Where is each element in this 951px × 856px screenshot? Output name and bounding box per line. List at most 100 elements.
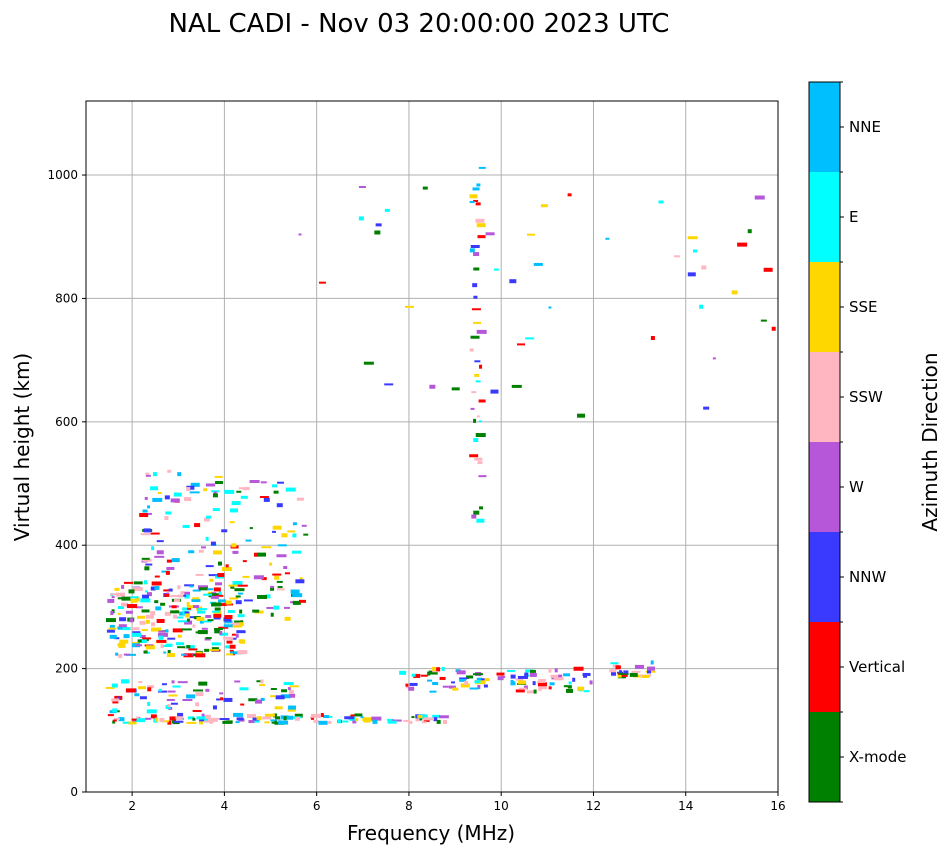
data-point xyxy=(160,720,169,723)
data-point xyxy=(313,719,319,723)
data-point xyxy=(323,715,330,719)
data-point xyxy=(254,552,259,557)
data-point xyxy=(165,629,169,633)
data-point xyxy=(166,653,175,658)
data-point xyxy=(235,633,239,638)
data-point xyxy=(639,674,645,677)
data-point xyxy=(292,533,297,538)
data-point xyxy=(113,717,120,720)
data-point xyxy=(196,616,205,621)
data-point xyxy=(259,496,269,499)
data-point xyxy=(294,713,303,718)
data-point xyxy=(156,540,164,543)
data-point xyxy=(166,566,175,570)
data-point xyxy=(232,625,242,628)
data-point xyxy=(214,607,221,611)
data-point xyxy=(411,716,415,719)
data-point xyxy=(181,628,192,631)
data-point xyxy=(532,681,536,686)
data-point xyxy=(186,602,190,607)
data-point xyxy=(167,637,176,640)
data-point xyxy=(760,319,767,322)
data-point xyxy=(186,694,196,699)
data-point xyxy=(231,633,236,636)
data-point xyxy=(213,491,217,494)
data-point xyxy=(270,587,275,591)
data-point xyxy=(224,489,235,494)
data-point xyxy=(223,636,234,640)
data-point xyxy=(609,669,617,673)
data-point xyxy=(477,684,481,689)
data-point xyxy=(214,627,224,630)
data-point xyxy=(121,584,125,589)
data-point xyxy=(238,487,248,490)
data-point xyxy=(475,380,481,383)
data-point xyxy=(290,589,300,594)
data-point xyxy=(287,687,291,691)
data-point xyxy=(472,187,480,191)
data-point xyxy=(475,433,486,438)
data-point xyxy=(238,592,244,595)
data-point xyxy=(176,642,185,646)
data-point xyxy=(423,717,434,721)
data-point xyxy=(275,695,285,700)
data-point xyxy=(203,488,208,492)
data-point xyxy=(230,584,235,589)
chart-title: NAL CADI - Nov 03 20:00:00 2023 UTC xyxy=(169,9,670,39)
data-point xyxy=(187,605,198,609)
data-point xyxy=(264,713,275,717)
data-point xyxy=(231,501,241,506)
data-point xyxy=(109,634,117,639)
data-point xyxy=(172,614,177,619)
data-point xyxy=(283,682,294,686)
data-point xyxy=(156,618,165,623)
data-point xyxy=(172,628,183,633)
data-point xyxy=(518,687,527,690)
data-point xyxy=(476,677,482,681)
data-point xyxy=(221,529,228,533)
data-point xyxy=(131,643,140,648)
data-point xyxy=(360,716,364,719)
data-point xyxy=(193,689,204,692)
data-point xyxy=(111,596,115,599)
data-point xyxy=(611,671,617,676)
data-point xyxy=(158,688,162,692)
data-point xyxy=(405,683,409,687)
data-point xyxy=(192,709,202,712)
data-point xyxy=(246,714,256,719)
data-point xyxy=(479,506,484,510)
data-point xyxy=(171,558,180,563)
data-point xyxy=(229,644,236,649)
data-point xyxy=(485,232,495,236)
data-point xyxy=(227,609,235,613)
data-point xyxy=(472,283,478,288)
data-point xyxy=(164,593,170,597)
data-point xyxy=(147,687,152,692)
data-point xyxy=(143,528,151,533)
data-point xyxy=(647,670,652,674)
data-point xyxy=(270,719,281,722)
data-point xyxy=(276,503,283,508)
data-point xyxy=(242,560,247,563)
data-point xyxy=(448,685,456,689)
data-point xyxy=(232,550,239,554)
data-point xyxy=(257,594,268,599)
data-point xyxy=(294,716,300,721)
data-point xyxy=(170,702,178,705)
data-point xyxy=(363,361,374,365)
data-point xyxy=(432,714,441,718)
data-point xyxy=(204,720,215,723)
data-point xyxy=(470,245,480,249)
data-point xyxy=(226,640,233,644)
data-point xyxy=(358,186,366,189)
data-point xyxy=(213,617,221,620)
data-point xyxy=(118,624,127,628)
data-point xyxy=(112,708,118,713)
data-point xyxy=(558,674,563,678)
data-point xyxy=(183,646,190,649)
data-point xyxy=(471,308,481,311)
data-point xyxy=(230,651,234,654)
data-point xyxy=(208,574,218,577)
data-point xyxy=(173,720,184,723)
data-point xyxy=(270,612,274,617)
